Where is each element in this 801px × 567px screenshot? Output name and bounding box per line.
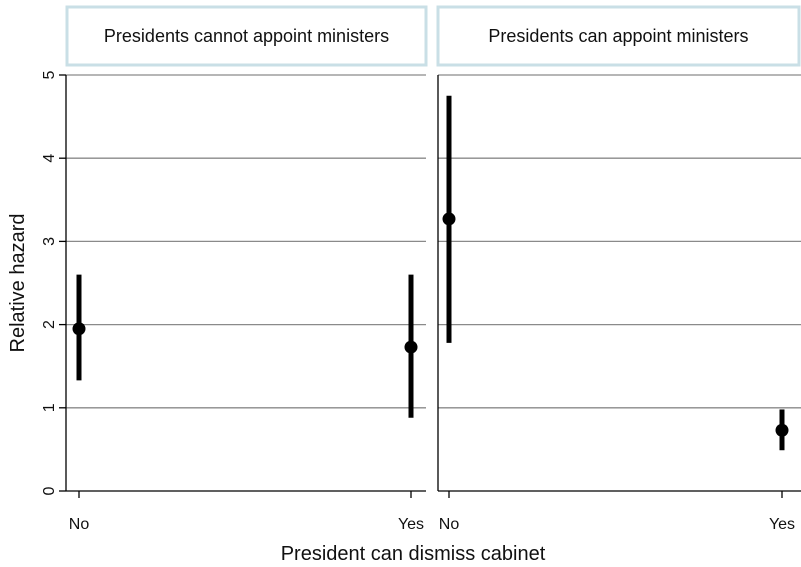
y-tick-label: 1 — [41, 403, 58, 412]
panel-title: Presidents can appoint ministers — [488, 26, 748, 46]
y-tick-label: 2 — [41, 320, 58, 329]
panel-header — [65, 5, 428, 67]
x-axis-title: President can dismiss cabinet — [281, 543, 546, 565]
point-estimate — [72, 322, 86, 336]
x-tick-label: No — [439, 516, 460, 533]
x-tick-label: Yes — [769, 516, 795, 533]
x-tick-label: No — [69, 516, 90, 533]
y-axis-title: Relative hazard — [7, 214, 29, 353]
point-estimate — [442, 212, 456, 226]
y-tick-label: 5 — [41, 70, 58, 79]
point-estimate — [775, 423, 789, 437]
panels: Presidents cannot appoint ministers 0 1 2 3 4… — [41, 5, 801, 533]
panel-header — [436, 5, 801, 67]
x-tick-label: Yes — [398, 516, 424, 533]
panel-1: Presidents cannot appoint ministers 0 1 2 3 4… — [41, 5, 428, 533]
panel-title: Presidents cannot appoint ministers — [104, 26, 389, 46]
panel-2: Presidents can appoint ministers No Yes — [436, 5, 801, 533]
y-tick-label: 4 — [41, 154, 58, 163]
point-estimate — [404, 340, 418, 354]
y-tick-label: 3 — [41, 237, 58, 246]
y-tick-label: 0 — [41, 486, 58, 495]
